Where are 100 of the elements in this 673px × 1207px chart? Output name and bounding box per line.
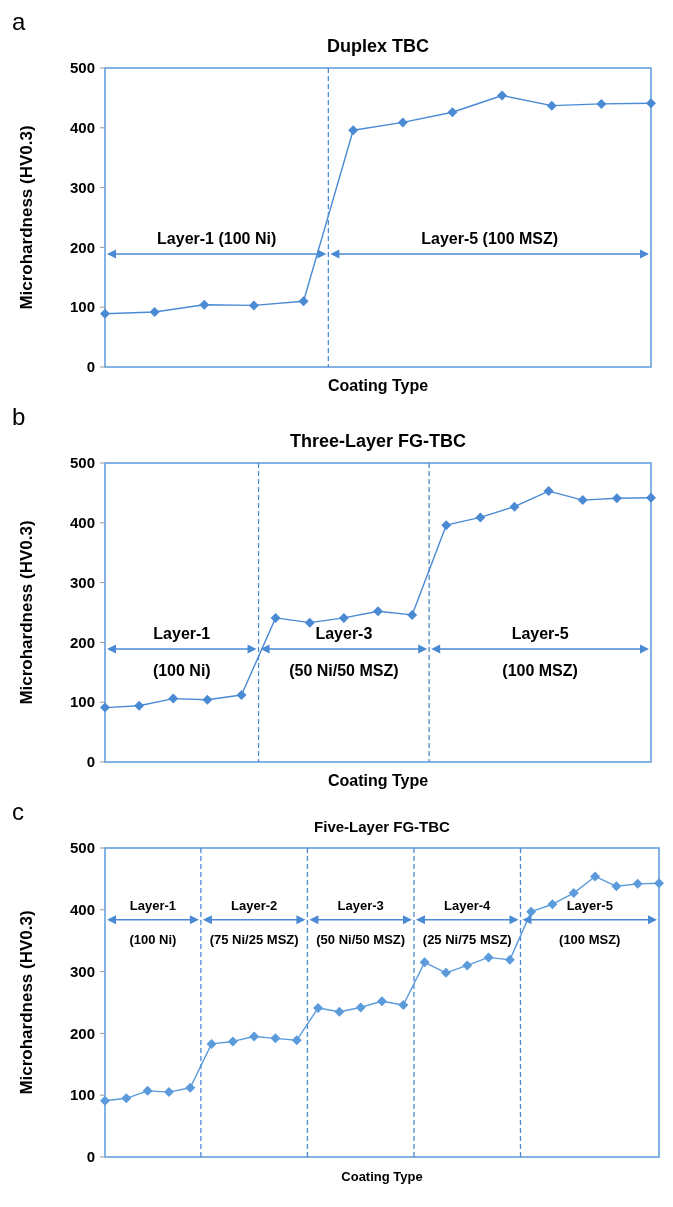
- y-tick-label: 500: [69, 839, 95, 857]
- annotation: Layer-1: [153, 624, 211, 642]
- text: b: [12, 403, 26, 430]
- annotation: (100 Ni): [152, 661, 211, 679]
- point: [646, 98, 656, 109]
- y-tick-label: 200: [69, 1024, 95, 1042]
- y-tick-label: 100: [69, 1086, 95, 1104]
- annotation: Layer-5: [511, 624, 569, 642]
- annotation: Layer-1: [129, 897, 177, 913]
- point: [373, 606, 383, 617]
- annotation: (50 Ni/50 MSZ): [289, 661, 399, 679]
- point: [236, 690, 247, 701]
- point: [497, 90, 508, 101]
- text: a: [12, 8, 26, 35]
- annotation: Layer-4: [444, 897, 492, 913]
- point: [334, 1006, 345, 1017]
- point: [447, 107, 458, 118]
- y-tick-label: 300: [69, 962, 95, 980]
- y-tick-label: 100: [69, 298, 95, 316]
- point: [149, 306, 160, 317]
- y-tick-label: 300: [69, 573, 95, 591]
- point: [202, 694, 213, 705]
- point: [348, 125, 359, 136]
- y-tick-label: 0: [86, 753, 95, 771]
- y-tick-label: 400: [69, 514, 95, 532]
- x-axis-title: Coating Type: [327, 377, 429, 394]
- point: [313, 1003, 324, 1014]
- point: [377, 996, 387, 1007]
- point: [590, 871, 601, 882]
- y-tick-label: 500: [69, 59, 95, 77]
- point: [134, 700, 145, 711]
- y-tick-label: 400: [69, 119, 95, 137]
- annotation: Layer-3: [337, 897, 384, 913]
- point: [142, 1085, 153, 1096]
- y-tick-label: 0: [86, 1148, 95, 1166]
- point: [407, 609, 418, 620]
- point: [298, 296, 309, 307]
- point: [546, 100, 557, 111]
- y-tick-label: 300: [69, 178, 95, 196]
- y-tick-label: 200: [69, 633, 95, 651]
- point: [398, 999, 409, 1010]
- point: [596, 98, 607, 109]
- point: [304, 617, 315, 628]
- point: [206, 1038, 217, 1049]
- annotation: Layer-2: [231, 897, 278, 913]
- y-tick-label: 0: [86, 358, 95, 376]
- point: [199, 299, 210, 310]
- point: [291, 1035, 302, 1046]
- point: [504, 954, 515, 965]
- point: [249, 1031, 260, 1042]
- point: [185, 1082, 196, 1093]
- y-axis-title: Microhardness (HV0.3): [17, 125, 36, 310]
- point: [611, 881, 622, 892]
- point: [646, 492, 656, 503]
- chart-title: Three-Layer FG-TBC: [289, 431, 467, 451]
- point: [440, 967, 451, 978]
- point: [441, 520, 452, 531]
- point: [483, 952, 494, 963]
- point: [100, 702, 110, 713]
- point: [543, 486, 554, 497]
- chart-title: Duplex TBC: [326, 36, 430, 56]
- point: [270, 612, 281, 623]
- annotation: (75 Ni/25 MSZ): [209, 932, 299, 948]
- point: [475, 512, 486, 523]
- annotation: Layer-5 (100 MSZ): [421, 229, 559, 247]
- point: [509, 501, 520, 512]
- point: [419, 957, 430, 968]
- annotation: (100 MSZ): [502, 661, 578, 679]
- text: c: [12, 798, 24, 825]
- annotation: (100 Ni): [129, 932, 177, 948]
- y-tick-label: 500: [69, 454, 95, 472]
- annotation: Layer-3: [315, 624, 373, 642]
- y-axis-title: Microhardness (HV0.3): [17, 910, 36, 1095]
- chart-title: Five-Layer FG-TBC: [314, 818, 451, 835]
- point: [168, 693, 179, 704]
- point: [611, 493, 622, 504]
- point: [547, 899, 558, 910]
- point: [397, 117, 408, 128]
- point: [338, 612, 349, 623]
- point: [654, 878, 664, 889]
- annotation: (25 Ni/75 MSZ): [422, 932, 512, 948]
- point: [355, 1002, 366, 1013]
- annotation: (100 MSZ): [559, 932, 621, 948]
- x-axis-title: Coating Type: [341, 1169, 423, 1184]
- annotation: Layer-1 (100 Ni): [157, 229, 277, 247]
- y-tick-label: 400: [69, 901, 95, 919]
- point: [462, 960, 473, 971]
- point: [100, 1095, 110, 1106]
- point: [270, 1033, 281, 1044]
- x-axis-title: Coating Type: [327, 772, 429, 789]
- annotation: (50 Ni/50 MSZ): [316, 932, 406, 948]
- point: [526, 906, 537, 917]
- point: [577, 495, 588, 506]
- point: [632, 878, 643, 889]
- point: [227, 1036, 238, 1047]
- point: [100, 308, 110, 319]
- point: [248, 300, 259, 311]
- y-tick-label: 100: [69, 693, 95, 711]
- annotation: Layer-5: [566, 897, 613, 913]
- point: [163, 1087, 174, 1098]
